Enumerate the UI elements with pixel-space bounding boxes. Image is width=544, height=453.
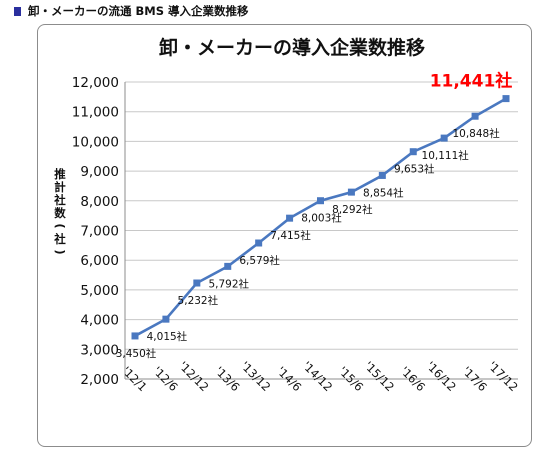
data-label: 8,003社 [301,212,342,225]
data-point [224,262,232,270]
data-label: 5,232社 [178,294,219,307]
y-tick-label: 10,000 [72,134,119,150]
y-axis-title-char: 数 [54,206,66,220]
y-axis-title-char: 社 [53,193,66,207]
y-tick-label: 7,000 [80,224,119,240]
data-label: 8,854社 [363,186,404,199]
data-point [378,171,386,179]
x-axis: '12/1'12/6'12/12'13/6'13/12'14/6'14/12'1… [119,359,520,395]
data-point [409,148,417,156]
y-tick-label: 2,000 [80,372,119,388]
data-label: 10,111社 [422,149,470,162]
y-tick-label: 3,000 [80,342,119,358]
data-point [440,134,448,142]
data-label: 10,848社 [452,127,500,140]
y-axis-title-char: 計 [54,180,66,194]
data-point [286,214,294,222]
data-series [131,95,510,340]
x-tick-label: '14/12 [300,359,336,395]
header-square-icon [14,7,21,16]
chart-frame [37,24,532,447]
y-tick-label: 8,000 [80,194,119,210]
data-labels: 3,450社 4,015社 5,232社 5,792社 6,579社 7,415社 8,00… [116,71,513,360]
data-label: 4,015社 [147,330,188,343]
y-axis: 2,000 3,000 4,000 5,000 6,000 7,000 8,000 9,000… [72,75,126,388]
page-header-title: 卸・メーカーの流通 BMS 導入企業数推移 [28,4,249,18]
data-point [502,95,510,103]
x-tick-label: '17/12 [485,359,521,395]
data-label-highlight: 11,441社 [430,71,513,92]
y-tick-label: 6,000 [80,253,119,269]
chart-title: 卸・メーカーの導入企業数推移 [159,36,425,59]
y-axis-title-char: 社 [53,232,66,246]
y-tick-label: 9,000 [80,164,119,180]
data-label: 3,450社 [116,347,157,360]
data-point [255,239,263,247]
y-tick-label: 11,000 [72,105,119,121]
page-header: 卸・メーカーの流通 BMS 導入企業数推移 [0,0,544,24]
data-label: 7,415社 [270,229,311,242]
x-tick-label: '12/12 [176,359,212,395]
x-tick-label: '16/12 [423,359,459,395]
data-point [162,315,170,323]
data-label: 5,792社 [208,277,249,290]
data-point [347,188,355,196]
data-label: 6,579社 [239,254,280,267]
y-tick-label: 4,000 [80,313,119,329]
x-tick-label: '12/1 [119,364,149,394]
data-point [131,332,139,340]
y-tick-label: 5,000 [80,283,119,299]
y-axis-title-char: 推 [54,167,66,181]
data-point [317,197,324,205]
y-axis-title-char: ( [53,223,67,228]
data-point [193,279,201,287]
data-label: 9,653社 [394,163,435,176]
data-label: 8,292社 [332,203,373,216]
y-tick-label: 12,000 [72,75,119,91]
x-tick-label: '13/12 [238,359,274,395]
y-axis-title-char: ) [53,249,67,254]
data-point [471,112,479,120]
x-tick-label: '15/12 [362,359,398,395]
